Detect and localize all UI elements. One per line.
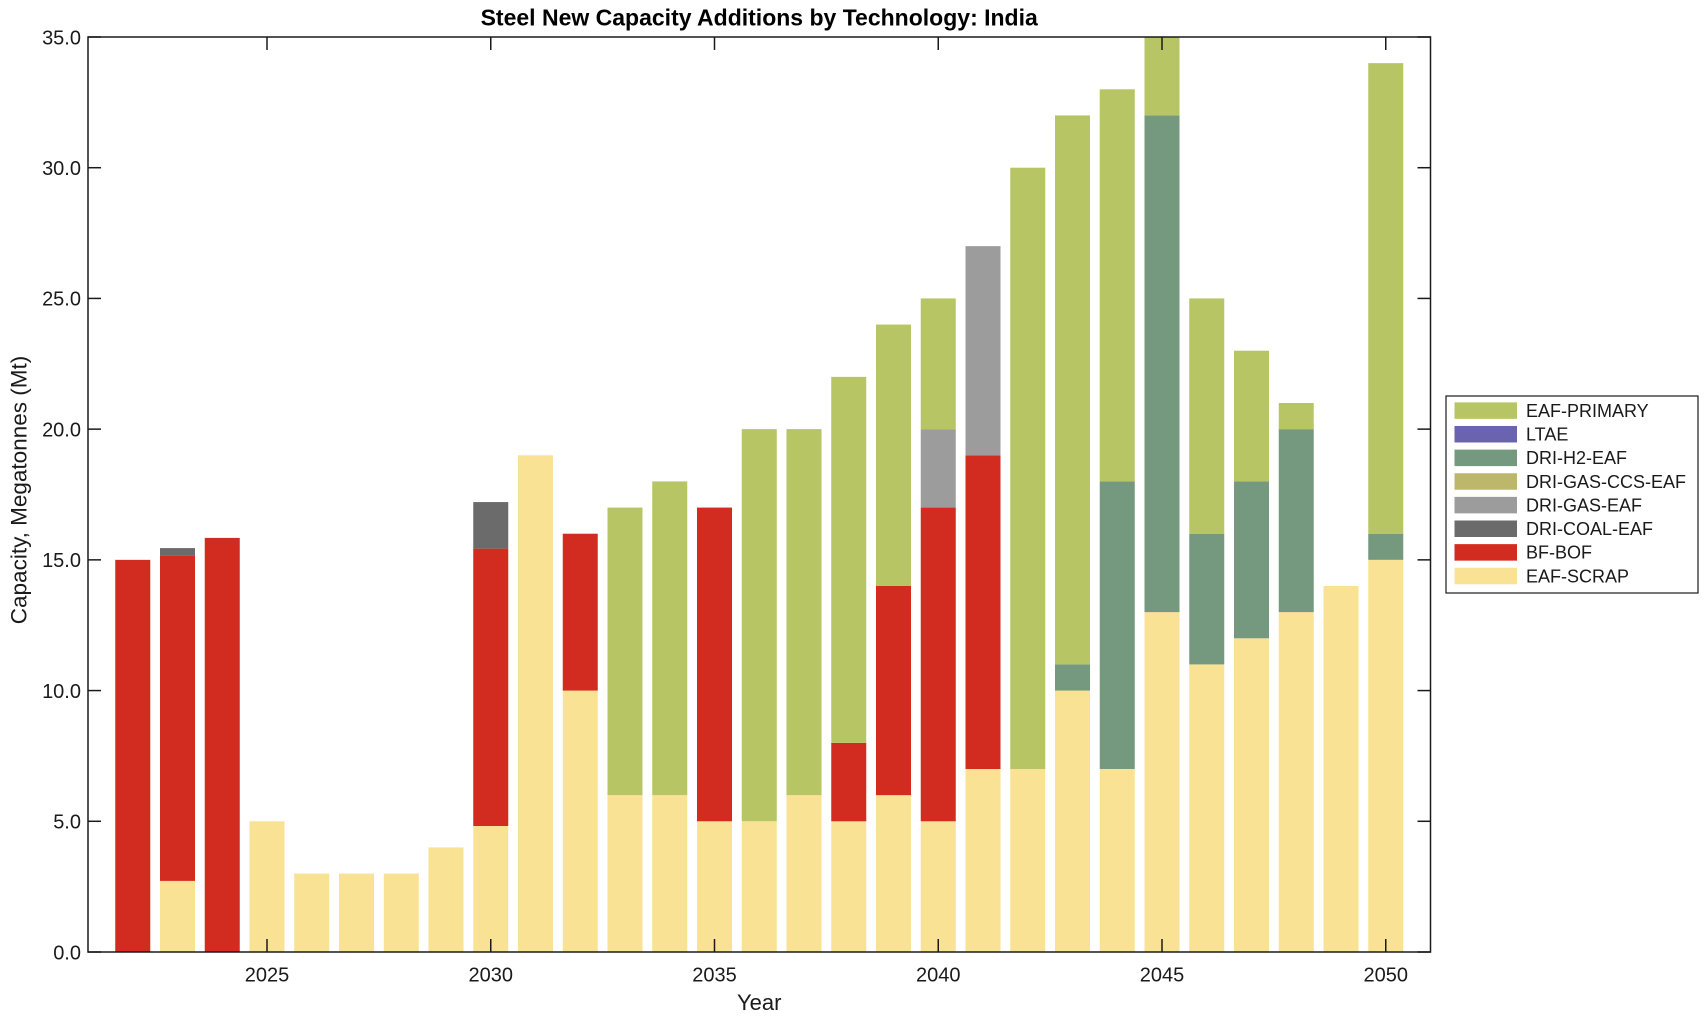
svg-text:EAF-SCRAP: EAF-SCRAP [1526,566,1629,586]
svg-text:DRI-H2-EAF: DRI-H2-EAF [1526,448,1627,468]
svg-text:2025: 2025 [245,965,290,987]
svg-text:20.0: 20.0 [42,419,81,441]
svg-text:Year: Year [737,990,781,1015]
svg-text:30.0: 30.0 [42,158,81,180]
svg-text:25.0: 25.0 [42,289,81,311]
svg-text:2050: 2050 [1364,965,1409,987]
svg-text:DRI-COAL-EAF: DRI-COAL-EAF [1526,519,1653,539]
svg-text:2035: 2035 [692,965,737,987]
svg-text:2045: 2045 [1140,965,1185,987]
svg-text:35.0: 35.0 [42,27,81,49]
svg-text:Capacity, Megatonnes (Mt): Capacity, Megatonnes (Mt) [7,356,32,624]
svg-text:15.0: 15.0 [42,550,81,572]
svg-text:LTAE: LTAE [1526,425,1568,445]
svg-text:BF-BOF: BF-BOF [1526,543,1592,563]
svg-text:DRI-GAS-EAF: DRI-GAS-EAF [1526,495,1642,515]
svg-text:5.0: 5.0 [53,812,81,834]
svg-text:DRI-GAS-CCS-EAF: DRI-GAS-CCS-EAF [1526,472,1686,492]
svg-text:10.0: 10.0 [42,681,81,703]
svg-text:0.0: 0.0 [53,942,81,964]
svg-text:Steel New Capacity Additions b: Steel New Capacity Additions by Technolo… [481,4,1038,30]
svg-text:2040: 2040 [916,965,961,987]
svg-text:EAF-PRIMARY: EAF-PRIMARY [1526,401,1649,421]
svg-text:2030: 2030 [469,965,514,987]
